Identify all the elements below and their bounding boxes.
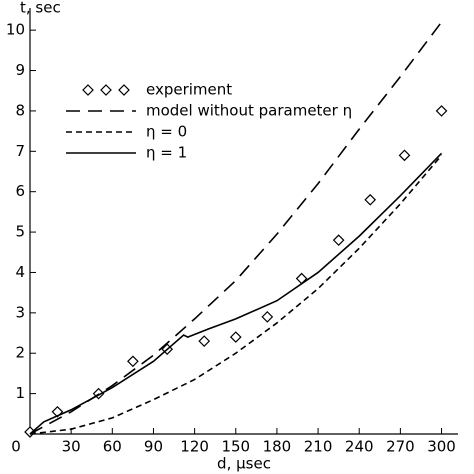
x-axis-label: d, μsec <box>217 455 271 473</box>
x-tick-label: 300 <box>427 438 456 456</box>
diamond-marker <box>100 84 112 96</box>
y-tick-label: 8 <box>15 101 25 119</box>
diamond-marker <box>398 149 411 162</box>
x-tick-label: 240 <box>345 438 374 456</box>
legend-label: model without parameter η <box>146 102 352 120</box>
x-tick-label: 0 <box>11 438 21 456</box>
y-tick-label: 7 <box>15 142 25 160</box>
diamond-marker <box>261 311 274 323</box>
diamond-marker <box>229 331 242 343</box>
diamond-marker <box>198 335 211 347</box>
diamond-marker <box>82 84 94 96</box>
diamond-marker <box>364 193 377 206</box>
y-tick-label: 10 <box>6 21 25 39</box>
x-tick-label: 90 <box>144 438 163 456</box>
diamond-marker <box>332 234 345 247</box>
diamond-marker <box>435 105 448 117</box>
y-tick-label: 3 <box>15 303 25 321</box>
x-tick-label: 60 <box>103 438 122 456</box>
y-tick-label: 1 <box>15 384 25 402</box>
diamond-marker <box>118 84 130 96</box>
y-tick-label: 4 <box>15 263 25 281</box>
legend-label: η = 1 <box>146 144 187 162</box>
series-line <box>29 21 443 435</box>
legend-label: η = 0 <box>146 123 187 141</box>
legend-label: experiment <box>146 81 232 99</box>
x-tick-label: 270 <box>386 438 415 456</box>
x-tick-label: 30 <box>62 438 81 456</box>
y-axis-label: t, sec <box>20 0 61 17</box>
y-tick-label: 9 <box>15 61 25 79</box>
series-line <box>29 152 443 435</box>
x-tick-label: 210 <box>304 438 333 456</box>
series-line <box>29 154 443 435</box>
x-tick-label: 180 <box>263 438 292 456</box>
y-tick-label: 2 <box>15 344 25 362</box>
x-tick-label: 120 <box>180 438 209 456</box>
y-tick-label: 6 <box>15 182 25 200</box>
diamond-marker <box>127 355 139 368</box>
x-tick-label: 150 <box>221 438 250 456</box>
y-tick-label: 5 <box>15 223 25 241</box>
